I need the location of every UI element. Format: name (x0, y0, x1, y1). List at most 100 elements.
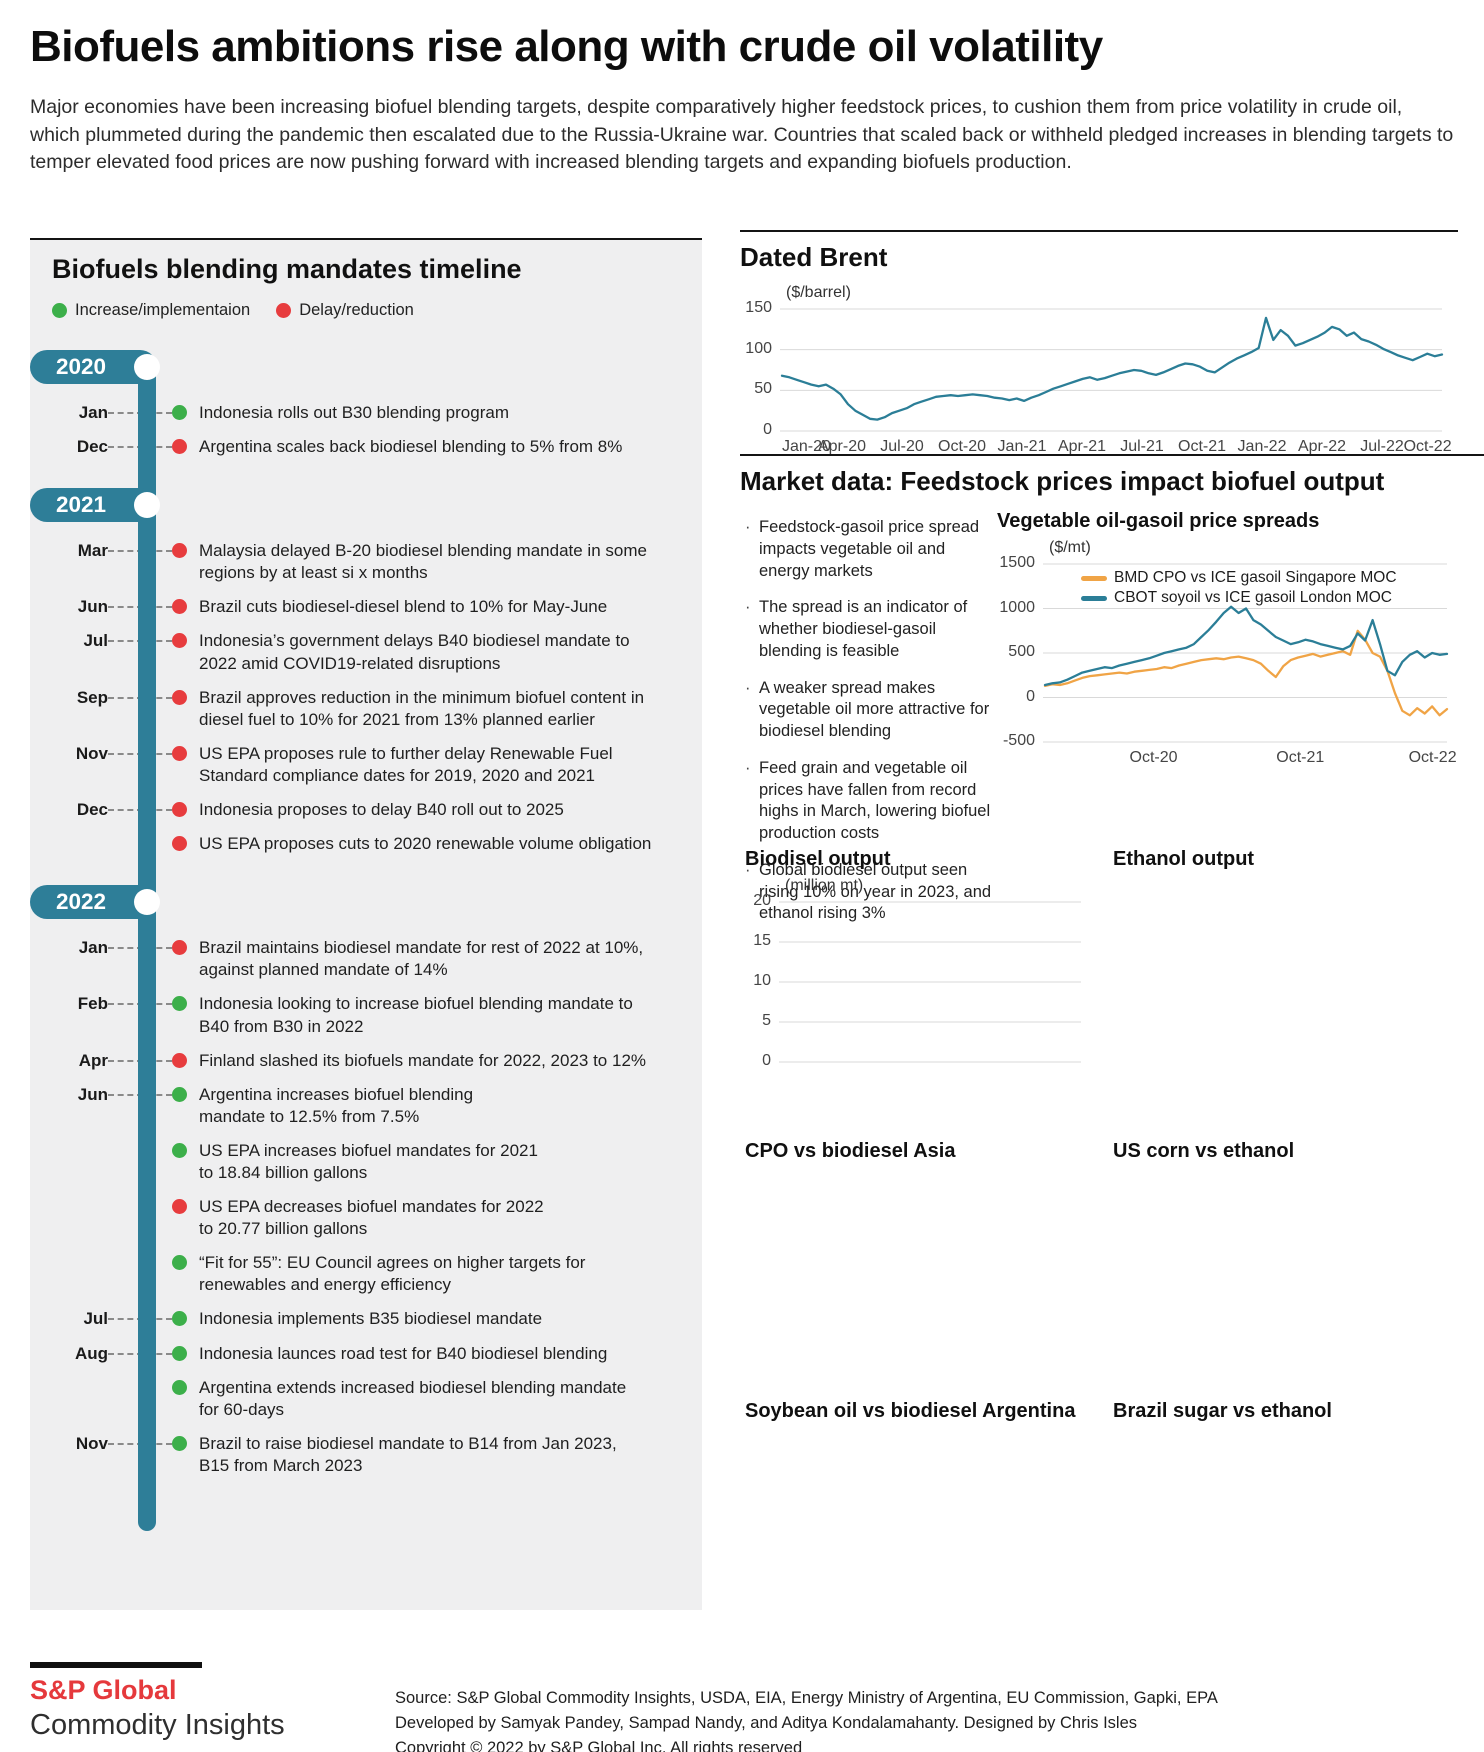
year-knob-icon (134, 354, 160, 380)
market-bullets: · Feedstock-gasoil price spread impacts v… (745, 517, 997, 940)
increase-dot (172, 1345, 187, 1361)
event-text: Brazil to raise biodiesel mandate to B14… (199, 1433, 617, 1475)
biodiesel-output-chart: 0 5 10 15 20 (million mt) (745, 874, 1097, 1132)
y-tick-label: 10 (753, 972, 771, 989)
bullet-dot-icon: · (745, 598, 751, 617)
timeline: 2020 Jan Indonesia rolls out B30 blending … (30, 350, 686, 1549)
event-month-label: Mar (77, 541, 108, 561)
delay-dot (172, 940, 187, 956)
delay-dot (172, 745, 187, 761)
timeline-event: Apr Finland slashed its biofuels mandate … (52, 1050, 686, 1072)
y-tick-label: 15 (753, 932, 771, 949)
soy-biodiesel-cell: Soybean oil vs biodiesel Argentina (745, 1400, 1097, 1654)
increase-dot (172, 1379, 187, 1395)
event-text: Argentina increases biofuel blending man… (199, 1084, 474, 1126)
event-month-label: Aug (74, 1343, 108, 1363)
event-text: Malaysia delayed B-20 biodiesel blending… (199, 541, 647, 583)
y-tick-label: 20 (753, 892, 771, 909)
veg-spreads-title: Vegetable oil-gasoil price spreads (997, 510, 1320, 532)
chart-canvas (779, 901, 1081, 1063)
logo-bar (30, 1662, 202, 1668)
y-tick-label: 100 (745, 339, 772, 357)
ethanol-output-title: Ethanol output (1113, 848, 1255, 870)
timeline-event: Argentina extends increased biodiesel bl… (52, 1377, 686, 1421)
ethanol-output-cell: Ethanol output (1113, 848, 1465, 1132)
chart-legend-item: CBOT soyoil vs ICE gasoil London MOC (1081, 588, 1397, 608)
x-tick-label: Oct-20 (1129, 749, 1178, 766)
event-text: Indonesia looking to increase biofuel bl… (199, 994, 633, 1036)
x-tick-label: Jul-21 (1120, 438, 1164, 455)
biodiesel-output-cell: Biodisel output 0 5 10 15 20 (million mt) (745, 848, 1097, 1132)
timeline-event: Jul Indonesia’s government delays B40 bio… (52, 630, 686, 674)
veg-spreads-cell: Vegetable oil-gasoil price spreads -500 0… (997, 510, 1457, 776)
bullet-dot-icon: · (745, 758, 751, 777)
timeline-event: Dec Argentina scales back biodiesel blend… (52, 436, 686, 458)
event-text: Brazil maintains biodiesel mandate for r… (199, 938, 644, 980)
legend-label: Delay/reduction (299, 301, 414, 319)
timeline-event: “Fit for 55”: EU Council agrees on highe… (52, 1252, 686, 1296)
market-data-heading: Market data: Feedstock prices impact bio… (740, 466, 1385, 496)
event-month-label (52, 833, 108, 834)
event-text: Brazil cuts biodiesel-diesel blend to 10… (199, 597, 608, 617)
timeline-event: US EPA proposes cuts to 2020 renewable v… (52, 833, 686, 855)
event-text: US EPA proposes cuts to 2020 renewable v… (199, 834, 652, 854)
market-bullet: · Feed grain and vegetable oil prices hav… (745, 758, 997, 845)
x-tick-label: Jan-20 (782, 438, 831, 455)
bullet-text: A weaker spread makes vegetable oil more… (759, 678, 990, 741)
legend-label: CBOT soyoil vs ICE gasoil London MOC (1114, 589, 1392, 606)
cpo-biodiesel-cell: CPO vs biodiesel Asia (745, 1140, 1097, 1394)
event-text: Argentina scales back biodiesel blending… (199, 437, 623, 457)
x-tick-label: Jul-20 (880, 438, 924, 455)
timeline-event: Jan Indonesia rolls out B30 blending prog… (52, 402, 686, 424)
event-text: Indonesia rolls out B30 blending program (199, 403, 509, 422)
delay-dot (172, 1199, 187, 1215)
delay-dot (172, 836, 187, 852)
axis-unit-label: ($/mt) (1049, 539, 1091, 556)
timeline-legend: Increase/implementaion Delay/reduction (52, 301, 686, 320)
event-month-label: Jul (83, 631, 108, 651)
y-tick-label: 5 (762, 1012, 771, 1029)
legend-swatch-icon (1081, 595, 1107, 601)
chart-legend: BMD CPO vs ICE gasoil Singapore MOC CBOT … (1081, 568, 1397, 608)
x-tick-label: Oct-21 (1276, 749, 1325, 766)
bullet-dot-icon: · (745, 860, 751, 879)
x-tick-label: Apr-22 (1297, 438, 1347, 455)
delay-dot (172, 633, 187, 649)
page-title: Biofuels ambitions rise along with crude… (30, 22, 1103, 71)
bullet-text: Feedstock-gasoil price spread impacts ve… (759, 518, 980, 580)
event-month-label: Sep (76, 687, 108, 707)
x-tick-label: Oct-22 (1408, 749, 1457, 766)
event-month-label (52, 1377, 108, 1378)
event-month-label: Dec (76, 800, 108, 820)
timeline-event: Jan Brazil maintains biodiesel mandate fo… (52, 937, 686, 981)
cpo-biodiesel-chart (745, 1166, 1097, 1394)
biodiesel-output-title: Biodisel output (745, 848, 891, 870)
event-month-label (52, 1140, 108, 1141)
dated-brent-section: Dated Brent 0 50 100 150 ($/barrel) Jan-20 Apr… (740, 230, 1458, 473)
bullet-text: Global biodiesel output seen rising 10% … (759, 860, 992, 923)
year-knob-icon (134, 492, 160, 519)
increase-dot (172, 1142, 187, 1158)
increase-dot (172, 1086, 187, 1102)
timeline-heading: Biofuels blending mandates timeline (52, 254, 522, 284)
x-tick-label: Oct-20 (937, 438, 987, 455)
chart-canvas (1043, 563, 1449, 743)
cpo-biodiesel-title: CPO vs biodiesel Asia (745, 1140, 956, 1162)
timeline-event: US EPA increases biofuel mandates for 20… (52, 1140, 686, 1184)
delay-dot (172, 543, 187, 559)
logo-brand: S&P Global (30, 1675, 177, 1705)
event-month-label: Jan (78, 403, 108, 422)
event-month-label (52, 1196, 108, 1197)
market-bullet: · Global biodiesel output seen rising 10%… (745, 860, 997, 925)
year-marker-2021: 2021 (30, 488, 686, 523)
legend-dot-icon (276, 303, 292, 318)
event-text: Argentina extends increased biodiesel bl… (199, 1377, 627, 1419)
legend-item: Delay/reduction (276, 301, 414, 320)
increase-dot (172, 996, 187, 1012)
x-tick-label: Jul-22 (1360, 438, 1404, 455)
veg-spreads-chart: -500 0 500 1000 1500 ($/mt) Oct-20 Oct-21 Oct-22… (997, 536, 1457, 776)
timeline-event: Aug Indonesia launces road test for B40 b… (52, 1343, 686, 1365)
axis-unit-label: (million mt) (785, 877, 864, 894)
event-month-label: Nov (75, 743, 108, 763)
event-text: Finland slashed its biofuels mandate for… (199, 1050, 647, 1070)
